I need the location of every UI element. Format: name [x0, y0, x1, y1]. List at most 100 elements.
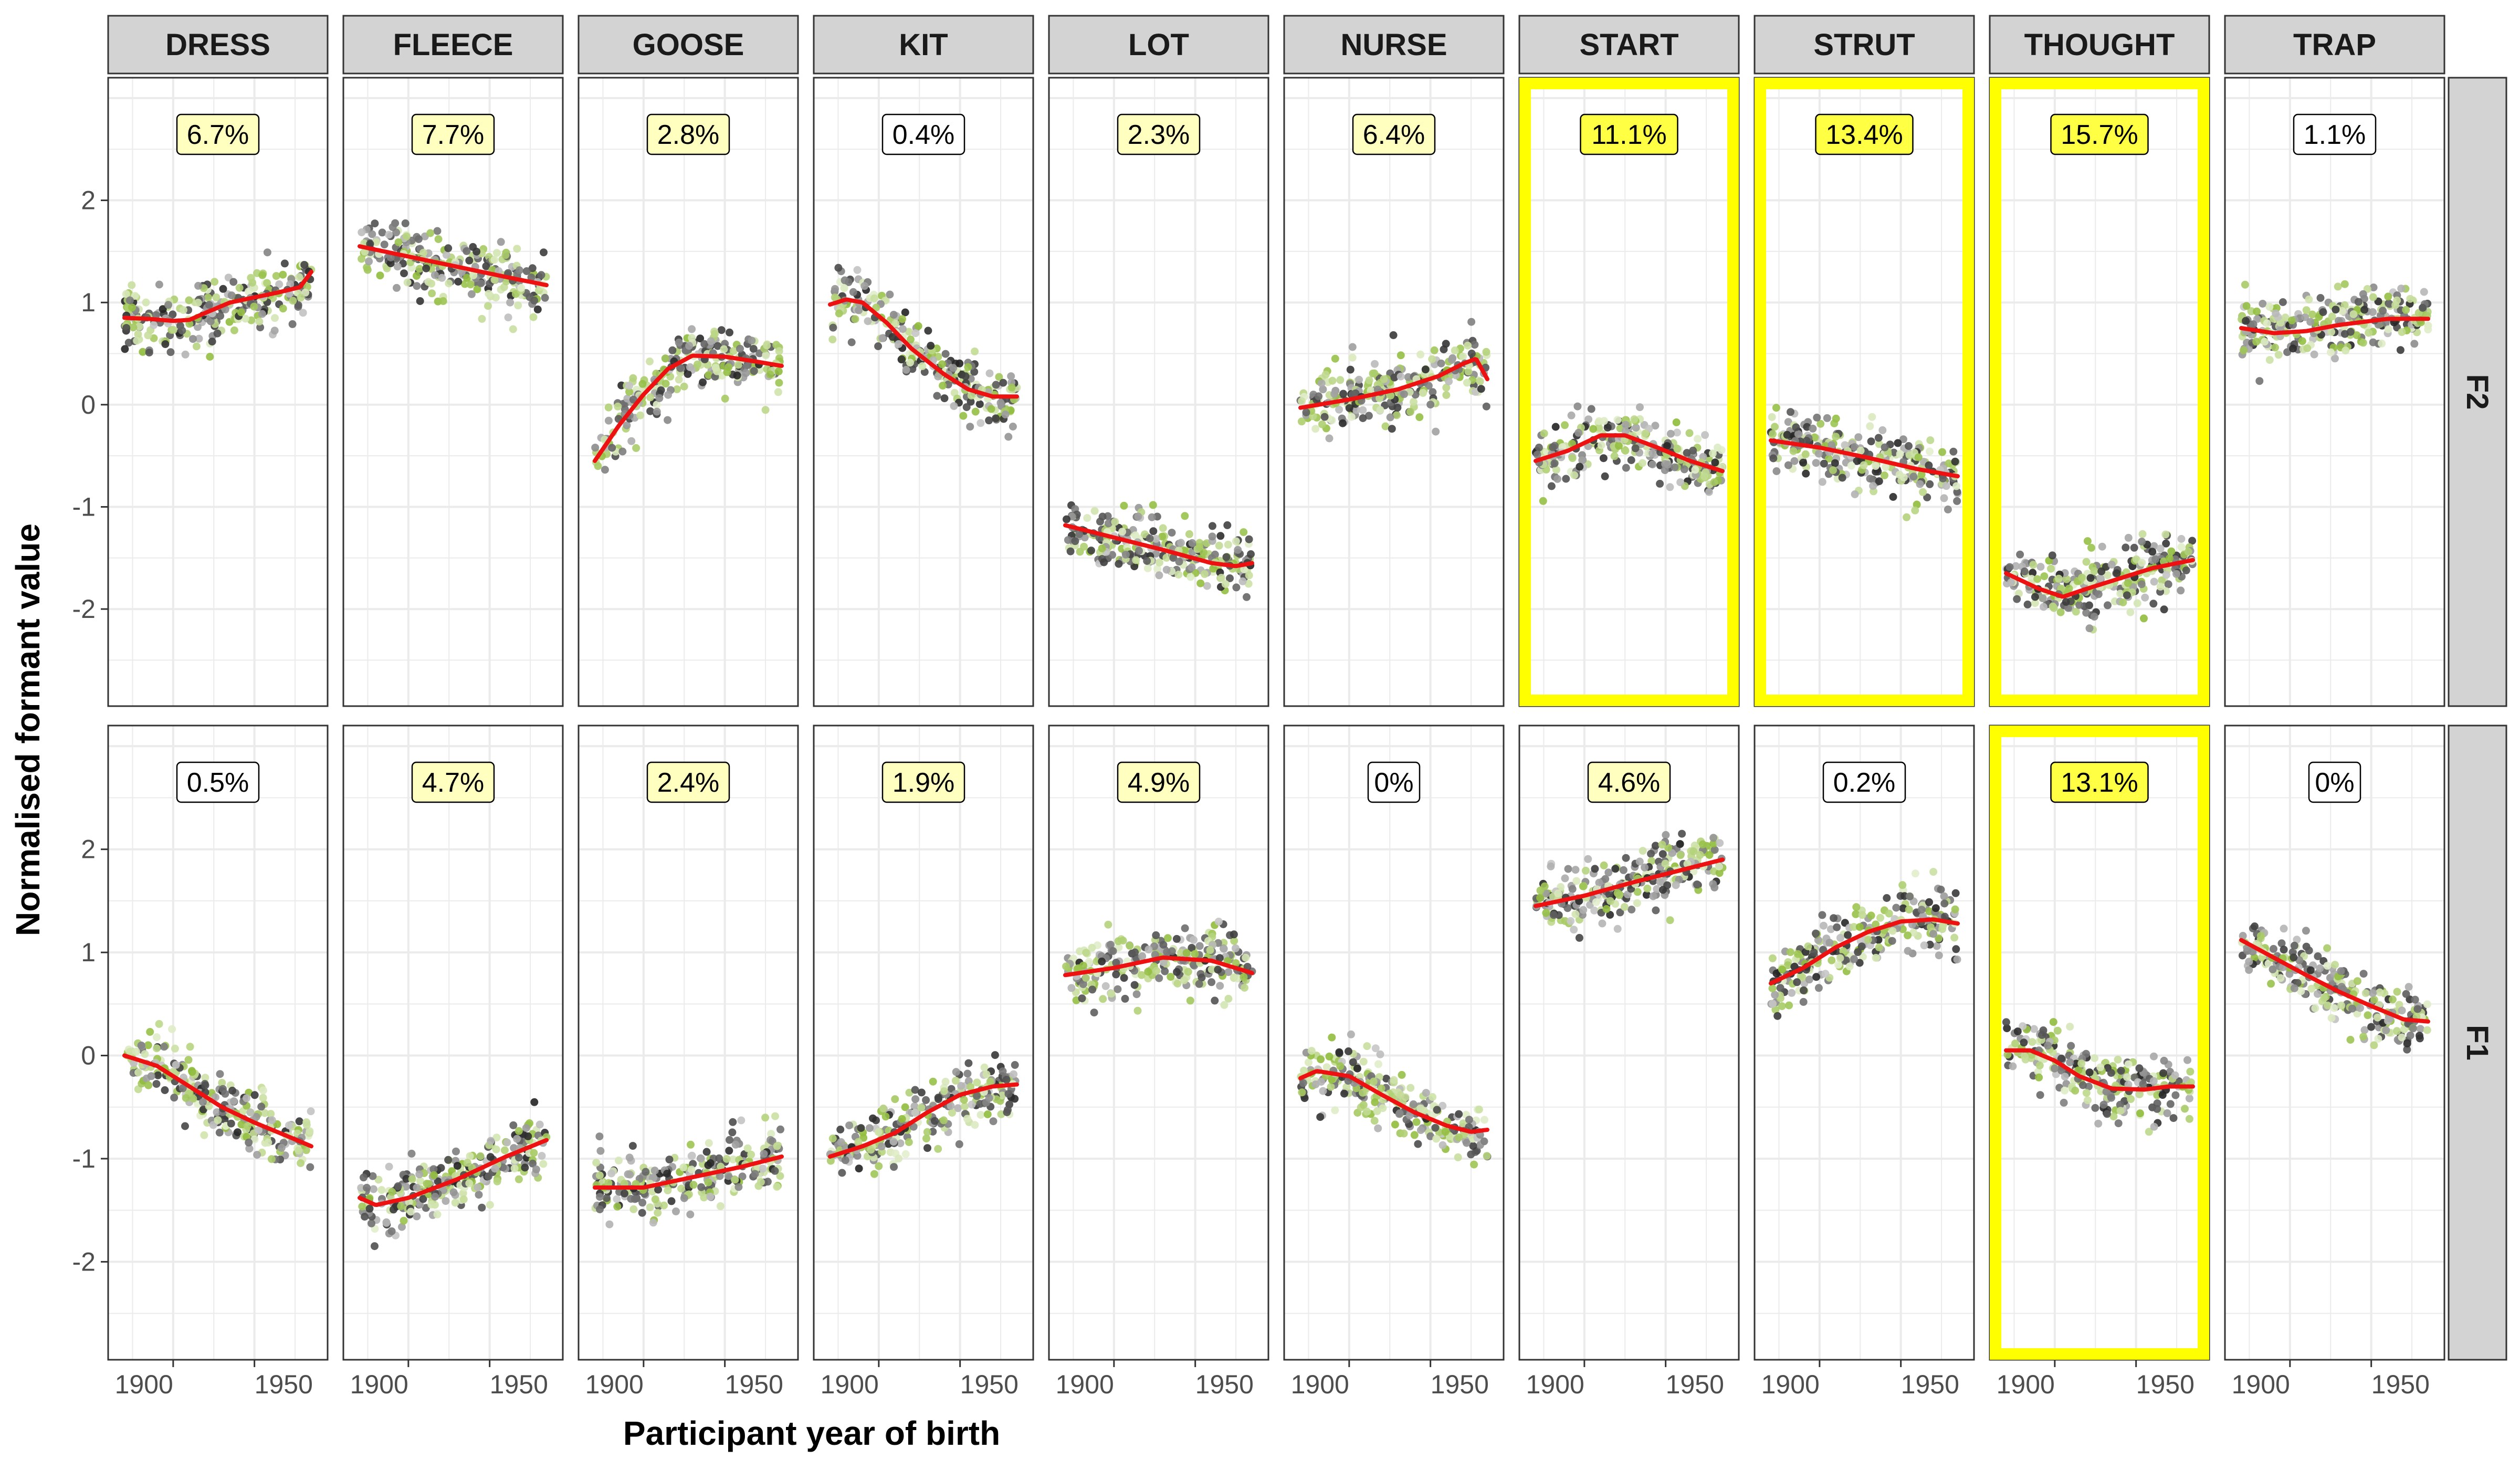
scatter-point: [1215, 954, 1224, 962]
scatter-point: [870, 1170, 878, 1178]
percent-label-box: [1117, 761, 1201, 803]
scatter-point: [2184, 548, 2192, 556]
scatter-point: [200, 1131, 208, 1139]
scatter-point: [2369, 284, 2378, 291]
scatter-point: [178, 1084, 187, 1093]
percent-label-text: 0.4%: [892, 120, 955, 150]
scatter-point: [1696, 850, 1704, 859]
scatter-point: [1153, 565, 1162, 573]
scatter-point: [430, 1171, 438, 1179]
scatter-point: [2369, 293, 2377, 301]
scatter-point: [426, 229, 435, 237]
scatter-point: [517, 284, 526, 292]
scatter-point: [655, 394, 664, 402]
scatter-point: [1011, 1095, 1019, 1103]
scatter-point: [1181, 547, 1189, 555]
scatter-point: [1243, 963, 1252, 971]
scatter-point: [1605, 890, 1613, 898]
scatter-point: [1195, 543, 1204, 551]
smooth-line: [122, 1053, 313, 1149]
scatter-point: [1007, 383, 1016, 392]
scatter-point: [1464, 368, 1473, 376]
scatter-point: [416, 1177, 424, 1185]
scatter-point: [615, 1157, 623, 1164]
scatter-points: [2002, 530, 2197, 634]
scatter-point: [1563, 904, 1572, 912]
scatter-point: [767, 1130, 775, 1138]
scatter-point: [380, 240, 388, 249]
scatter-point: [1459, 352, 1467, 361]
scatter-point: [999, 379, 1007, 387]
scatter-points: [1297, 1030, 1492, 1169]
scatter-point: [134, 1068, 142, 1077]
scatter-point: [731, 1175, 739, 1184]
scatter-point: [1224, 968, 1233, 976]
scatter-point: [1175, 558, 1183, 566]
scatter-point: [297, 293, 305, 302]
scatter-points: [1767, 404, 1962, 521]
scatter-point: [1769, 430, 1777, 438]
scatter-point: [510, 1144, 518, 1152]
scatter-point: [2278, 298, 2287, 306]
scatter-point: [1318, 420, 1326, 428]
percent-label: 4.7%: [411, 761, 495, 803]
scatter-point: [923, 1128, 931, 1136]
scatter-point: [1564, 865, 1572, 873]
scatter-point: [250, 1091, 259, 1099]
scatter-point: [878, 334, 887, 342]
scatter-point: [486, 1153, 495, 1161]
scatter-point: [211, 278, 219, 286]
panel-f1-start: 4.6%: [1518, 724, 1740, 1361]
scatter-point: [1159, 958, 1168, 967]
scatter-point: [2138, 559, 2146, 567]
percent-label-box: [176, 761, 260, 803]
scatter-point: [700, 340, 709, 348]
scatter-point: [623, 421, 631, 429]
scatter-point: [1441, 1128, 1450, 1136]
scatter-point: [1477, 385, 1485, 393]
scatter-point: [889, 311, 898, 319]
scatter-point: [688, 325, 696, 333]
scatter-point: [725, 1147, 733, 1155]
scatter-point: [2098, 542, 2106, 551]
scatter-point: [1627, 456, 1635, 464]
scatter-point: [864, 317, 872, 326]
scatter-point: [280, 259, 289, 268]
scatter-point: [906, 359, 914, 367]
scatter-point: [2271, 343, 2279, 352]
scatter-point: [679, 1163, 688, 1172]
scatter-point: [1952, 482, 1960, 490]
scatter-point: [1475, 1105, 1483, 1114]
smooth-line: [122, 269, 313, 323]
scatter-point: [1442, 383, 1451, 392]
scatter-point: [424, 1180, 433, 1188]
scatter-point: [133, 337, 141, 345]
scatter-point: [465, 1179, 474, 1188]
scatter-point: [170, 1094, 178, 1102]
scatter-point: [2040, 572, 2049, 581]
panel-f1-kit: 1.9%: [813, 724, 1034, 1361]
scatter-point: [146, 1028, 154, 1036]
scatter-point: [877, 1142, 886, 1151]
scatter-point: [1616, 908, 1624, 917]
scatter-point: [1075, 530, 1084, 538]
scatter-point: [2301, 313, 2309, 321]
scatter-point: [2261, 338, 2269, 346]
scatter-point: [895, 340, 903, 348]
scatter-point: [394, 238, 403, 246]
scatter-point: [1004, 433, 1013, 441]
scatter-point: [891, 1095, 899, 1104]
scatter-point: [264, 1138, 272, 1147]
scatter-point: [1476, 377, 1484, 385]
panel-background: [2225, 78, 2444, 706]
scatter-point: [1321, 371, 1330, 379]
scatter-point: [1319, 1087, 1327, 1095]
scatter-point: [221, 1089, 229, 1098]
scatter-point: [2056, 608, 2065, 616]
scatter-point: [2402, 306, 2410, 314]
percent-label-text: 2.3%: [1128, 120, 1190, 150]
scatter-point: [2165, 554, 2174, 562]
smooth-line: [2239, 317, 2430, 335]
panel-background: [1755, 726, 1974, 1360]
scatter-point: [1098, 544, 1106, 552]
